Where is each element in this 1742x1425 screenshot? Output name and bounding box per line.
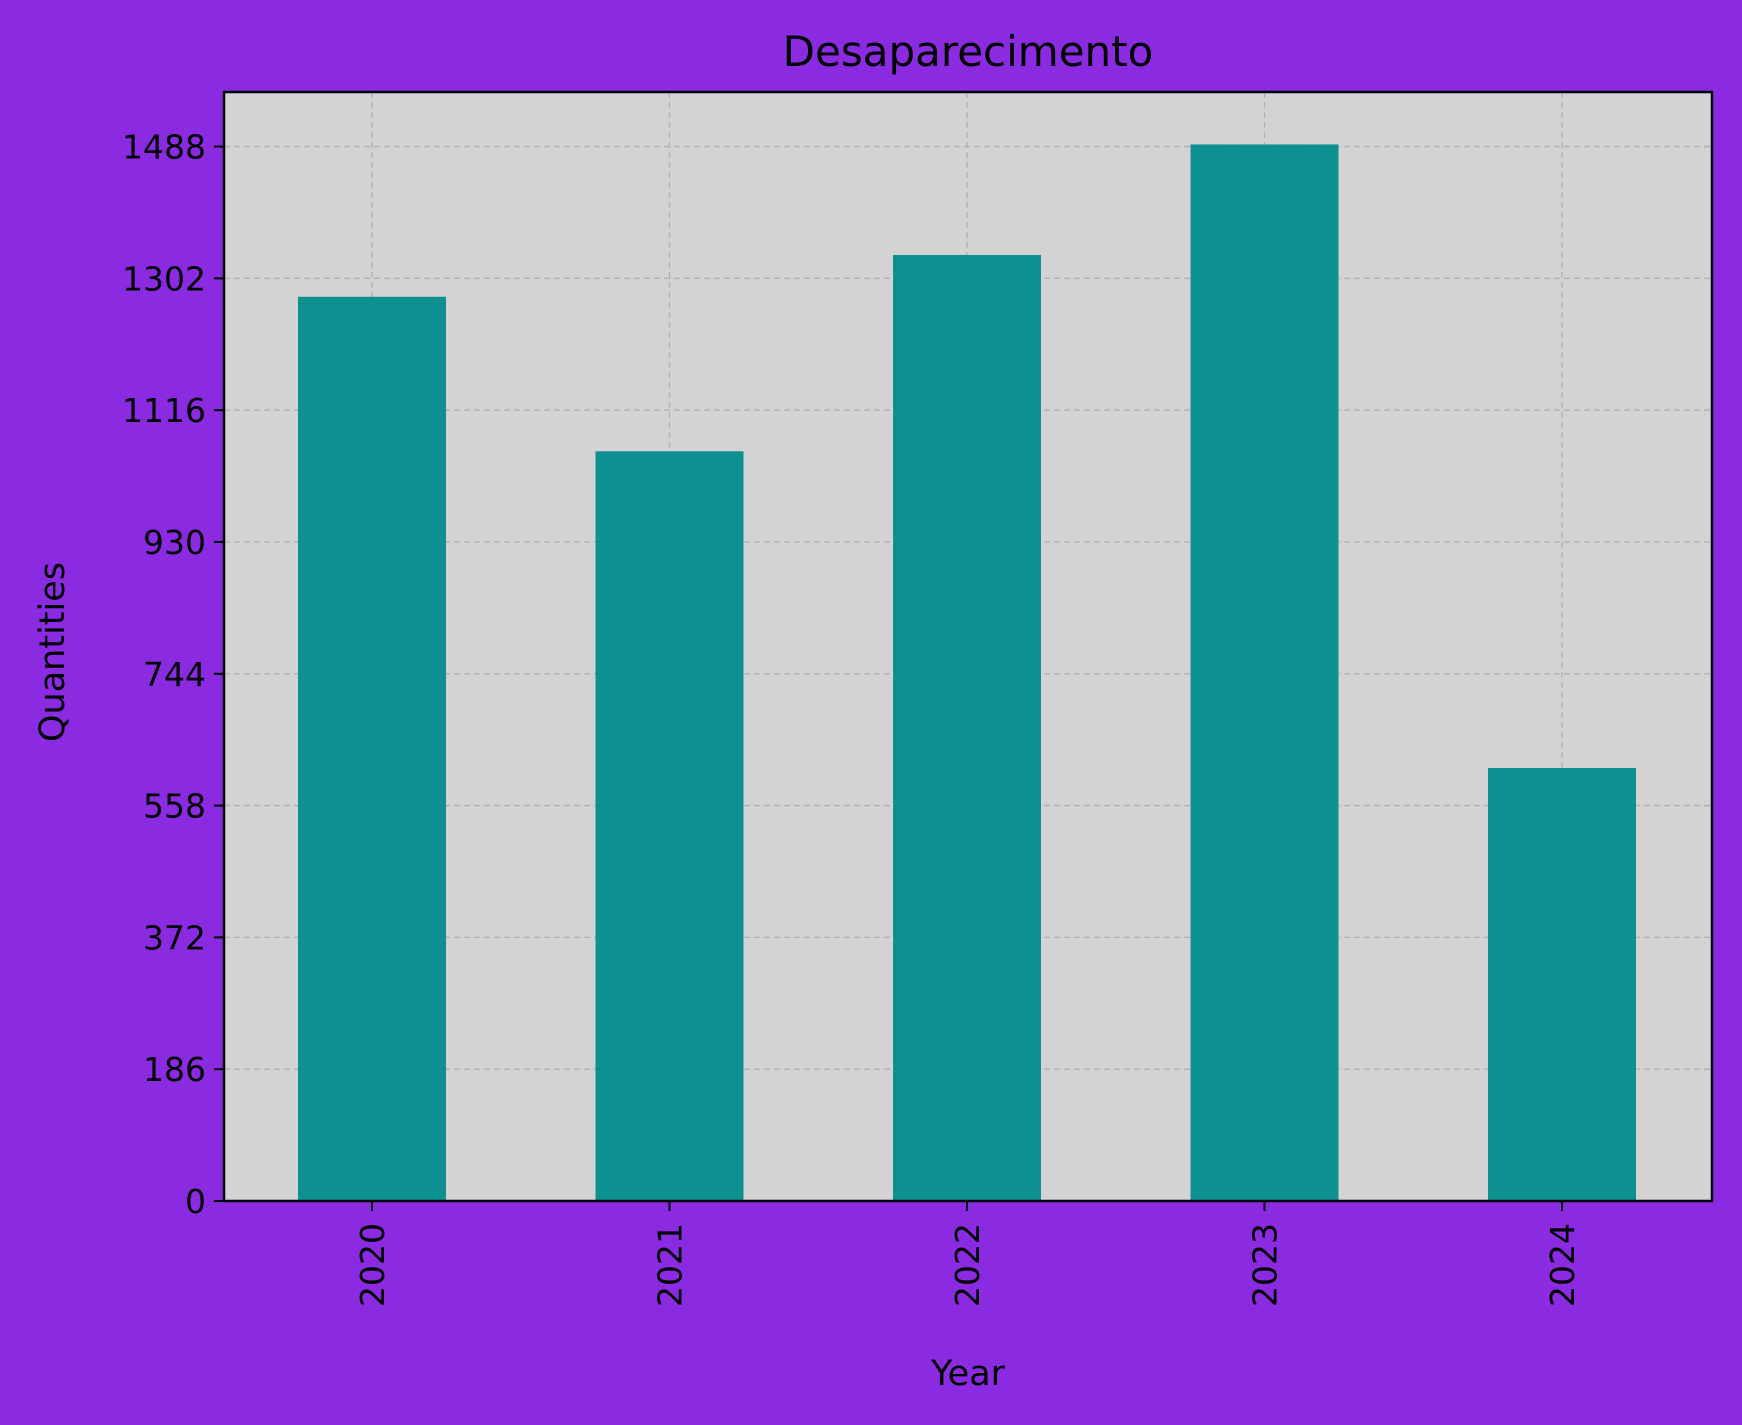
bar-2024 xyxy=(1488,768,1636,1201)
x-tick-label-2021: 2021 xyxy=(651,1223,690,1307)
y-axis-ticks: 0 186 372 558 744 930 1116 1302 1488 xyxy=(122,128,224,1221)
x-tick-label-2024: 2024 xyxy=(1543,1223,1582,1307)
y-tick-label-7: 1302 xyxy=(122,259,206,298)
bar-2022 xyxy=(893,254,1041,1202)
y-tick-label-6: 1116 xyxy=(122,391,206,430)
y-tick-label-8: 1488 xyxy=(122,128,206,167)
x-tick-label-2022: 2022 xyxy=(948,1223,987,1307)
bars xyxy=(298,144,1636,1202)
y-tick-label-5: 930 xyxy=(143,523,206,562)
bar-2023 xyxy=(1190,144,1339,1201)
bar-2020 xyxy=(298,296,446,1201)
y-tick-label-3: 558 xyxy=(143,787,206,826)
y-tick-label-4: 744 xyxy=(143,655,206,694)
x-tick-label-2020: 2020 xyxy=(353,1223,392,1307)
y-tick-label-2: 372 xyxy=(143,918,206,957)
x-axis-ticks: 2020 2021 2022 2023 2024 xyxy=(353,1201,1582,1307)
y-axis-title: Quantities xyxy=(33,562,73,742)
y-tick-label-0: 0 xyxy=(185,1182,206,1221)
chart-title: Desaparecimento xyxy=(783,27,1154,76)
bar-2021 xyxy=(595,451,744,1202)
x-tick-label-2023: 2023 xyxy=(1246,1223,1285,1307)
x-axis-title: Year xyxy=(930,1354,1006,1394)
y-tick-label-1: 186 xyxy=(143,1050,206,1089)
